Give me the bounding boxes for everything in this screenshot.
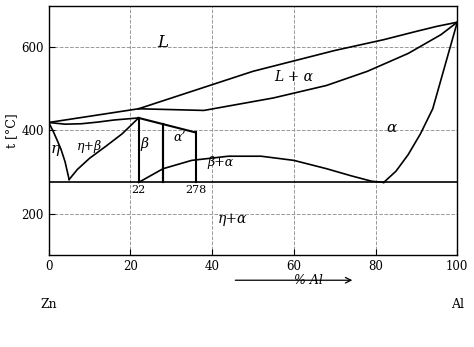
Text: % Al: % Al: [294, 274, 323, 287]
Text: α: α: [387, 121, 397, 135]
Y-axis label: t [°C]: t [°C]: [6, 113, 18, 148]
Text: 278: 278: [185, 185, 206, 195]
Text: L: L: [157, 34, 169, 51]
Text: β+α: β+α: [207, 156, 233, 169]
Text: Zn: Zn: [40, 298, 57, 311]
Text: η+α: η+α: [218, 212, 247, 226]
Text: 22: 22: [131, 185, 146, 195]
Text: η+β: η+β: [77, 140, 102, 153]
Text: β: β: [141, 137, 149, 151]
Text: Al: Al: [451, 298, 464, 311]
Text: L + α: L + α: [274, 70, 313, 84]
Text: α’: α’: [173, 132, 186, 144]
Text: η: η: [50, 142, 59, 156]
